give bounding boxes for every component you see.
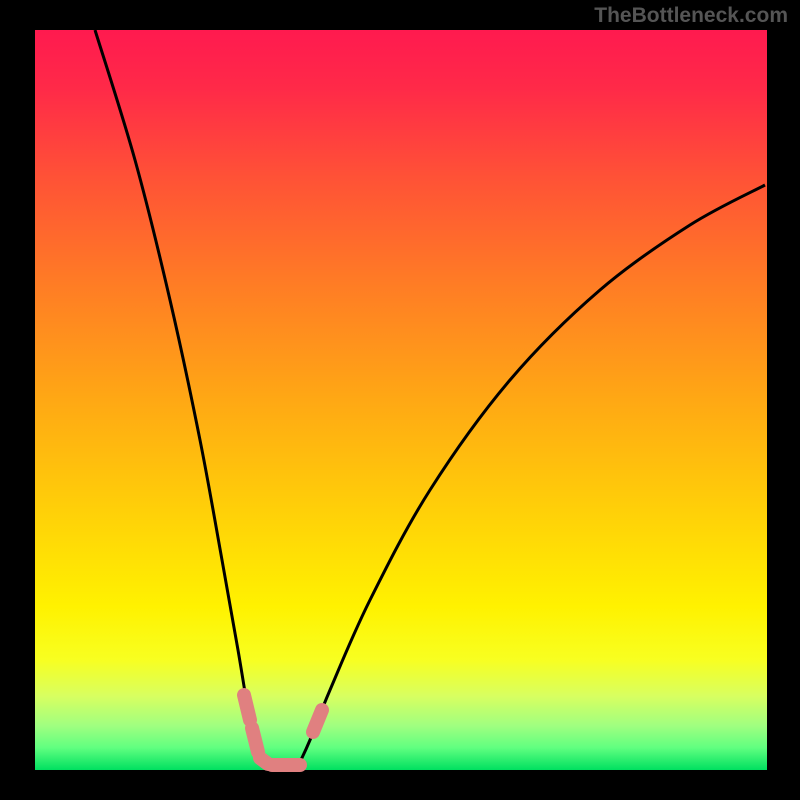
marker-segment	[252, 728, 258, 752]
watermark-text: TheBottleneck.com	[594, 4, 788, 28]
chart-container: TheBottleneck.com	[0, 0, 800, 800]
marker-segment	[244, 695, 250, 720]
plot-background	[35, 30, 767, 770]
bottleneck-chart	[0, 0, 800, 800]
marker-segment	[313, 710, 322, 732]
